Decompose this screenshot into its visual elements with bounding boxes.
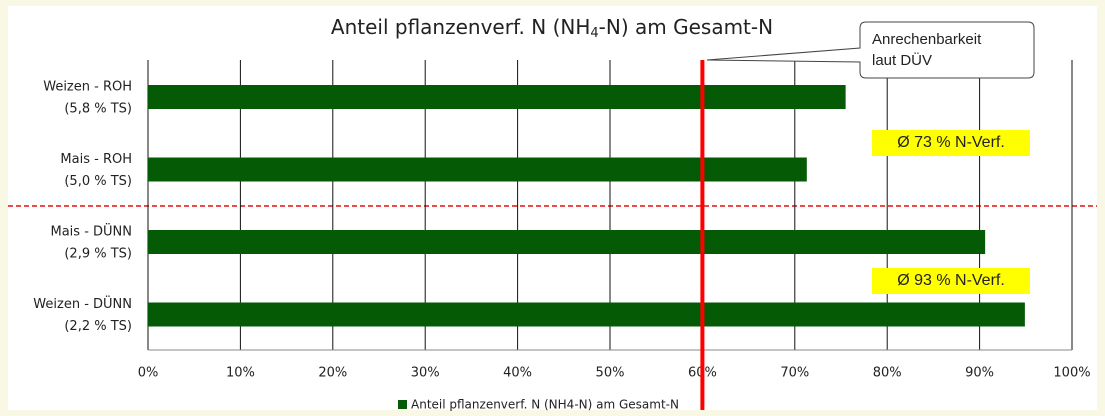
x-tick-label: 70% bbox=[780, 366, 809, 381]
callout-text: Anrechenbarkeit bbox=[872, 31, 982, 48]
callout-box bbox=[706, 21, 1035, 79]
x-tick-label: 40% bbox=[503, 366, 532, 381]
bar bbox=[148, 85, 846, 109]
group-label: Ø 93 % N-Verf. bbox=[897, 272, 1005, 289]
x-tick-label: 10% bbox=[226, 366, 255, 381]
group-label-box bbox=[872, 268, 1030, 294]
y-tick-label: Weizen - DÜNN bbox=[33, 295, 132, 312]
bar bbox=[148, 230, 986, 254]
chart-title: Anteil pflanzenverf. N (NH4-N) am Gesamt… bbox=[331, 15, 773, 41]
y-tick-label: (2,9 % TS) bbox=[64, 247, 132, 262]
bar bbox=[148, 157, 807, 182]
y-tick-label: (2,2 % TS) bbox=[64, 319, 132, 334]
legend-label: Anteil pflanzenverf. N (NH4-N) am Gesamt… bbox=[411, 398, 679, 412]
x-tick-label: 100% bbox=[1053, 366, 1090, 381]
x-tick-label: 80% bbox=[873, 366, 902, 381]
x-tick-label: 0% bbox=[138, 366, 159, 381]
x-tick-label: 20% bbox=[318, 366, 347, 381]
group-label-box bbox=[872, 130, 1030, 156]
y-tick-label: Weizen - ROH bbox=[43, 80, 132, 95]
callout-text: laut DÜV bbox=[872, 51, 932, 69]
bar bbox=[148, 302, 1025, 327]
y-tick-label: Mais - DÜNN bbox=[51, 223, 133, 240]
y-tick-label: (5,0 % TS) bbox=[64, 174, 132, 189]
x-tick-label: 50% bbox=[596, 366, 625, 381]
group-label: Ø 73 % N-Verf. bbox=[897, 134, 1005, 151]
legend-swatch bbox=[398, 400, 407, 409]
x-tick-label: 90% bbox=[965, 366, 994, 381]
y-tick-label: (5,8 % TS) bbox=[64, 102, 132, 117]
x-tick-label: 30% bbox=[411, 366, 440, 381]
y-tick-label: Mais - ROH bbox=[60, 152, 132, 167]
